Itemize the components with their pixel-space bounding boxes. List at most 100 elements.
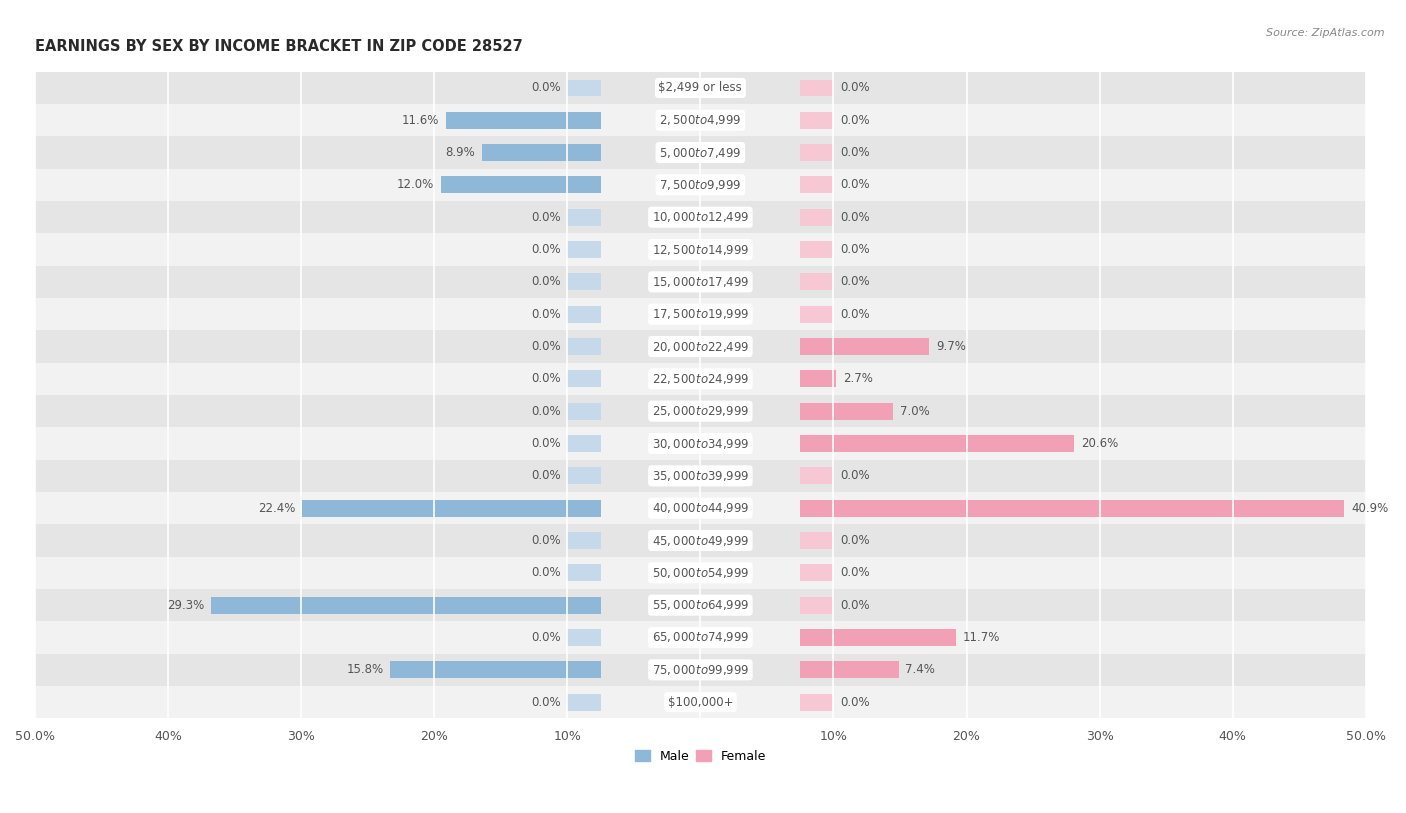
Bar bbox=[446, 112, 600, 128]
Bar bbox=[800, 241, 834, 258]
Text: 11.7%: 11.7% bbox=[963, 631, 1000, 644]
Text: $65,000 to $74,999: $65,000 to $74,999 bbox=[651, 631, 749, 645]
Text: 0.0%: 0.0% bbox=[531, 211, 561, 224]
Bar bbox=[800, 176, 834, 193]
Text: 0.0%: 0.0% bbox=[531, 631, 561, 644]
Bar bbox=[211, 597, 600, 614]
Text: $100,000+: $100,000+ bbox=[668, 696, 733, 709]
Bar bbox=[800, 371, 837, 387]
Text: $17,500 to $19,999: $17,500 to $19,999 bbox=[651, 307, 749, 321]
Text: 0.0%: 0.0% bbox=[841, 567, 870, 580]
Bar bbox=[567, 209, 600, 226]
Text: 0.0%: 0.0% bbox=[841, 178, 870, 191]
Text: $20,000 to $22,499: $20,000 to $22,499 bbox=[651, 340, 749, 354]
Bar bbox=[35, 686, 1365, 719]
Text: 0.0%: 0.0% bbox=[841, 276, 870, 289]
Text: 0.0%: 0.0% bbox=[531, 405, 561, 418]
Bar bbox=[800, 564, 834, 581]
Text: 0.0%: 0.0% bbox=[841, 211, 870, 224]
Text: 0.0%: 0.0% bbox=[531, 372, 561, 385]
Bar bbox=[567, 273, 600, 290]
Bar bbox=[567, 80, 600, 96]
Bar bbox=[391, 662, 600, 678]
Text: 0.0%: 0.0% bbox=[841, 114, 870, 127]
Text: 0.0%: 0.0% bbox=[531, 307, 561, 320]
Bar bbox=[567, 693, 600, 711]
Text: 2.7%: 2.7% bbox=[842, 372, 873, 385]
Text: 40.9%: 40.9% bbox=[1351, 502, 1388, 515]
Bar bbox=[35, 330, 1365, 363]
Bar bbox=[35, 557, 1365, 589]
Text: 8.9%: 8.9% bbox=[446, 146, 475, 159]
Bar bbox=[35, 654, 1365, 686]
Bar bbox=[35, 233, 1365, 266]
Bar bbox=[800, 338, 929, 355]
Text: 7.4%: 7.4% bbox=[905, 663, 935, 676]
Text: 0.0%: 0.0% bbox=[841, 696, 870, 709]
Bar bbox=[567, 306, 600, 323]
Bar bbox=[35, 298, 1365, 330]
Text: 7.0%: 7.0% bbox=[900, 405, 929, 418]
Text: 12.0%: 12.0% bbox=[396, 178, 434, 191]
Text: Source: ZipAtlas.com: Source: ZipAtlas.com bbox=[1267, 28, 1385, 38]
Bar bbox=[35, 201, 1365, 233]
Text: 0.0%: 0.0% bbox=[531, 276, 561, 289]
Bar bbox=[567, 371, 600, 387]
Bar bbox=[35, 266, 1365, 298]
Bar bbox=[567, 402, 600, 420]
Text: 0.0%: 0.0% bbox=[531, 696, 561, 709]
Bar bbox=[567, 629, 600, 646]
Text: $7,500 to $9,999: $7,500 to $9,999 bbox=[659, 178, 741, 192]
Text: 0.0%: 0.0% bbox=[531, 243, 561, 256]
Bar bbox=[35, 72, 1365, 104]
Bar bbox=[35, 137, 1365, 169]
Text: $50,000 to $54,999: $50,000 to $54,999 bbox=[651, 566, 749, 580]
Text: $12,500 to $14,999: $12,500 to $14,999 bbox=[651, 242, 749, 257]
Text: 22.4%: 22.4% bbox=[259, 502, 295, 515]
Bar bbox=[567, 338, 600, 355]
Text: 0.0%: 0.0% bbox=[531, 567, 561, 580]
Bar bbox=[35, 363, 1365, 395]
Bar bbox=[35, 169, 1365, 201]
Text: 0.0%: 0.0% bbox=[531, 437, 561, 450]
Text: 0.0%: 0.0% bbox=[531, 340, 561, 353]
Text: $30,000 to $34,999: $30,000 to $34,999 bbox=[651, 437, 749, 450]
Text: 0.0%: 0.0% bbox=[841, 598, 870, 611]
Text: 0.0%: 0.0% bbox=[531, 81, 561, 94]
Text: EARNINGS BY SEX BY INCOME BRACKET IN ZIP CODE 28527: EARNINGS BY SEX BY INCOME BRACKET IN ZIP… bbox=[35, 39, 523, 54]
Text: $2,500 to $4,999: $2,500 to $4,999 bbox=[659, 113, 741, 128]
Bar bbox=[35, 621, 1365, 654]
Bar bbox=[567, 435, 600, 452]
Text: 0.0%: 0.0% bbox=[841, 469, 870, 482]
Text: 0.0%: 0.0% bbox=[841, 146, 870, 159]
Bar bbox=[567, 564, 600, 581]
Bar bbox=[482, 144, 600, 161]
Text: $55,000 to $64,999: $55,000 to $64,999 bbox=[651, 598, 749, 612]
Text: 0.0%: 0.0% bbox=[531, 469, 561, 482]
Text: $35,000 to $39,999: $35,000 to $39,999 bbox=[651, 469, 749, 483]
Text: $45,000 to $49,999: $45,000 to $49,999 bbox=[651, 533, 749, 547]
Text: $75,000 to $99,999: $75,000 to $99,999 bbox=[651, 663, 749, 676]
Bar bbox=[800, 597, 834, 614]
Legend: Male, Female: Male, Female bbox=[630, 745, 770, 768]
Bar bbox=[800, 693, 834, 711]
Text: 0.0%: 0.0% bbox=[841, 307, 870, 320]
Bar bbox=[35, 104, 1365, 137]
Bar bbox=[35, 428, 1365, 459]
Text: 0.0%: 0.0% bbox=[841, 534, 870, 547]
Bar bbox=[800, 306, 834, 323]
Bar bbox=[35, 589, 1365, 621]
Text: $5,000 to $7,499: $5,000 to $7,499 bbox=[659, 146, 741, 159]
Text: $25,000 to $29,999: $25,000 to $29,999 bbox=[652, 404, 749, 418]
Text: 29.3%: 29.3% bbox=[167, 598, 204, 611]
Text: $2,499 or less: $2,499 or less bbox=[658, 81, 742, 94]
Text: 9.7%: 9.7% bbox=[936, 340, 966, 353]
Text: 0.0%: 0.0% bbox=[841, 81, 870, 94]
Bar bbox=[800, 209, 834, 226]
Text: $15,000 to $17,499: $15,000 to $17,499 bbox=[651, 275, 749, 289]
Bar bbox=[302, 500, 600, 516]
Bar bbox=[800, 80, 834, 96]
Text: 11.6%: 11.6% bbox=[402, 114, 440, 127]
Bar bbox=[800, 467, 834, 485]
Text: 15.8%: 15.8% bbox=[346, 663, 384, 676]
